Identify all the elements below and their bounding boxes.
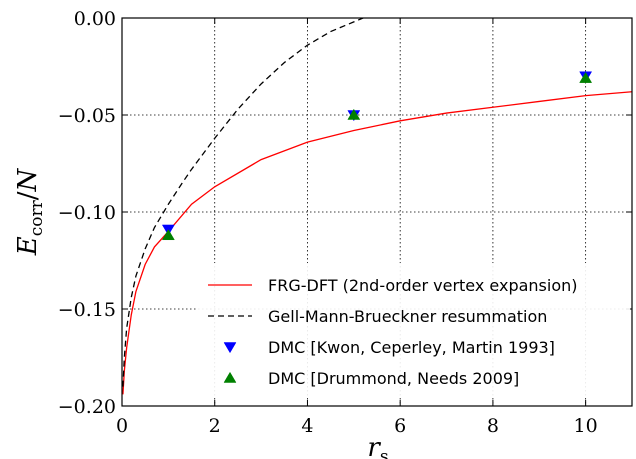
data-point-3-1	[347, 108, 361, 120]
legend-label-2: DMC [Kwon, Ceperley, Martin 1993]	[268, 338, 555, 357]
legend-label-1: Gell-Mann-Brueckner resummation	[268, 307, 547, 326]
x-axis-label: rs	[367, 433, 388, 459]
marker-layer	[161, 71, 593, 241]
y-tick-label: −0.15	[58, 299, 116, 321]
data-point-3-2	[579, 71, 593, 83]
x-tick-label: 8	[487, 415, 499, 437]
x-tick-label: 4	[301, 415, 313, 437]
legend-swatch-2	[223, 342, 237, 354]
legend-swatch-3	[223, 371, 237, 383]
legend-label-3: DMC [Drummond, Needs 2009]	[268, 369, 519, 388]
tick-labels: 0 2 4 6 8 10 0.00 −0.05 −0.10 −0.15 −0.20	[58, 8, 598, 437]
y-tick-label: −0.05	[58, 105, 116, 127]
svg-text:Ecorr/N: Ecorr/N	[13, 167, 47, 256]
svg-text:rs: rs	[367, 433, 388, 459]
y-tick-label: 0.00	[74, 8, 116, 30]
y-axis-label: Ecorr/N	[13, 167, 47, 256]
series-line-0	[122, 91, 632, 395]
legend: FRG-DFT (2nd-order vertex expansion) Gell…	[198, 263, 630, 396]
series-layer	[122, 18, 632, 395]
x-tick-label: 2	[209, 415, 221, 437]
series-line-1	[122, 18, 364, 387]
tick-marks	[121, 17, 632, 407]
x-tick-label: 10	[574, 415, 598, 437]
x-tick-label: 0	[116, 415, 128, 437]
y-tick-label: −0.10	[58, 202, 116, 224]
data-point-3-0	[161, 229, 175, 241]
x-tick-label: 6	[394, 415, 406, 437]
y-tick-label: −0.20	[58, 396, 116, 418]
legend-box	[198, 263, 630, 396]
legend-label-0: FRG-DFT (2nd-order vertex expansion)	[268, 276, 578, 295]
